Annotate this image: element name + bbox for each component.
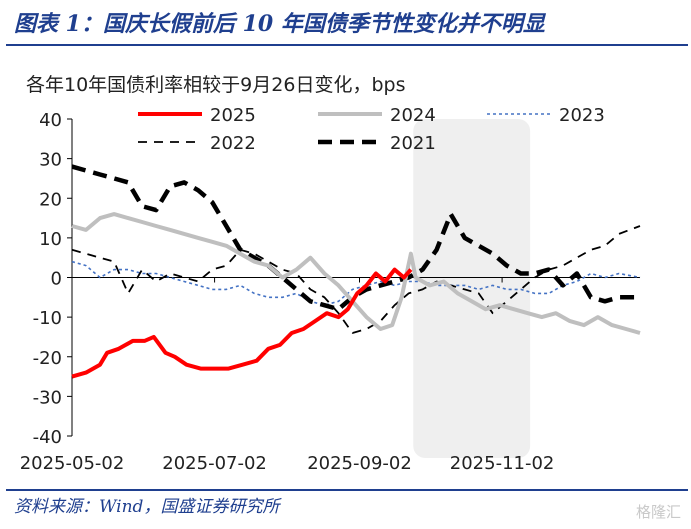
series-line-2025 bbox=[71, 267, 413, 379]
y-tick-label: -30 bbox=[33, 387, 62, 408]
y-tick-label: 30 bbox=[39, 150, 62, 171]
source-note: 资料来源：Wind，国盛证券研究所 bbox=[14, 497, 280, 517]
series-line-2022 bbox=[71, 225, 641, 334]
legend-label-2025: 2025 bbox=[210, 105, 256, 126]
y-tick-label: -10 bbox=[33, 308, 62, 329]
y-tick-label: 10 bbox=[39, 229, 62, 250]
chart-legend: 2025 2024 2023 2022 2021 bbox=[138, 105, 605, 154]
y-tick-label: 40 bbox=[39, 110, 62, 131]
y-tick-label: -40 bbox=[33, 427, 62, 448]
series-line-2024 bbox=[71, 212, 641, 335]
x-tick-label: 2025-11-02 bbox=[450, 453, 555, 474]
y-tick-label: 0 bbox=[51, 269, 62, 290]
x-tick-label: 2025-05-02 bbox=[20, 453, 125, 474]
x-tick-label: 2025-09-02 bbox=[307, 453, 412, 474]
series-line-2023 bbox=[71, 260, 641, 306]
chart-title: 各年10年国债利率相较于9月26日变化，bps bbox=[26, 74, 405, 96]
legend-label-2022: 2022 bbox=[210, 133, 256, 154]
holiday-highlight-region bbox=[413, 119, 531, 458]
series-line-2021 bbox=[71, 164, 640, 312]
legend-label-2024: 2024 bbox=[390, 105, 436, 126]
legend-label-2023: 2023 bbox=[559, 105, 605, 126]
page-title: 图表 1：国庆长假前后 10 年国债季节性变化并不明显 bbox=[14, 11, 545, 37]
title-divider bbox=[6, 44, 688, 46]
y-tick-label: -20 bbox=[33, 348, 62, 369]
watermark: 格隆汇 bbox=[635, 503, 681, 521]
legend-label-2021: 2021 bbox=[390, 133, 436, 154]
y-tick-label: 20 bbox=[39, 189, 62, 210]
x-tick-label: 2025-07-02 bbox=[162, 453, 267, 474]
source-divider bbox=[6, 489, 688, 491]
